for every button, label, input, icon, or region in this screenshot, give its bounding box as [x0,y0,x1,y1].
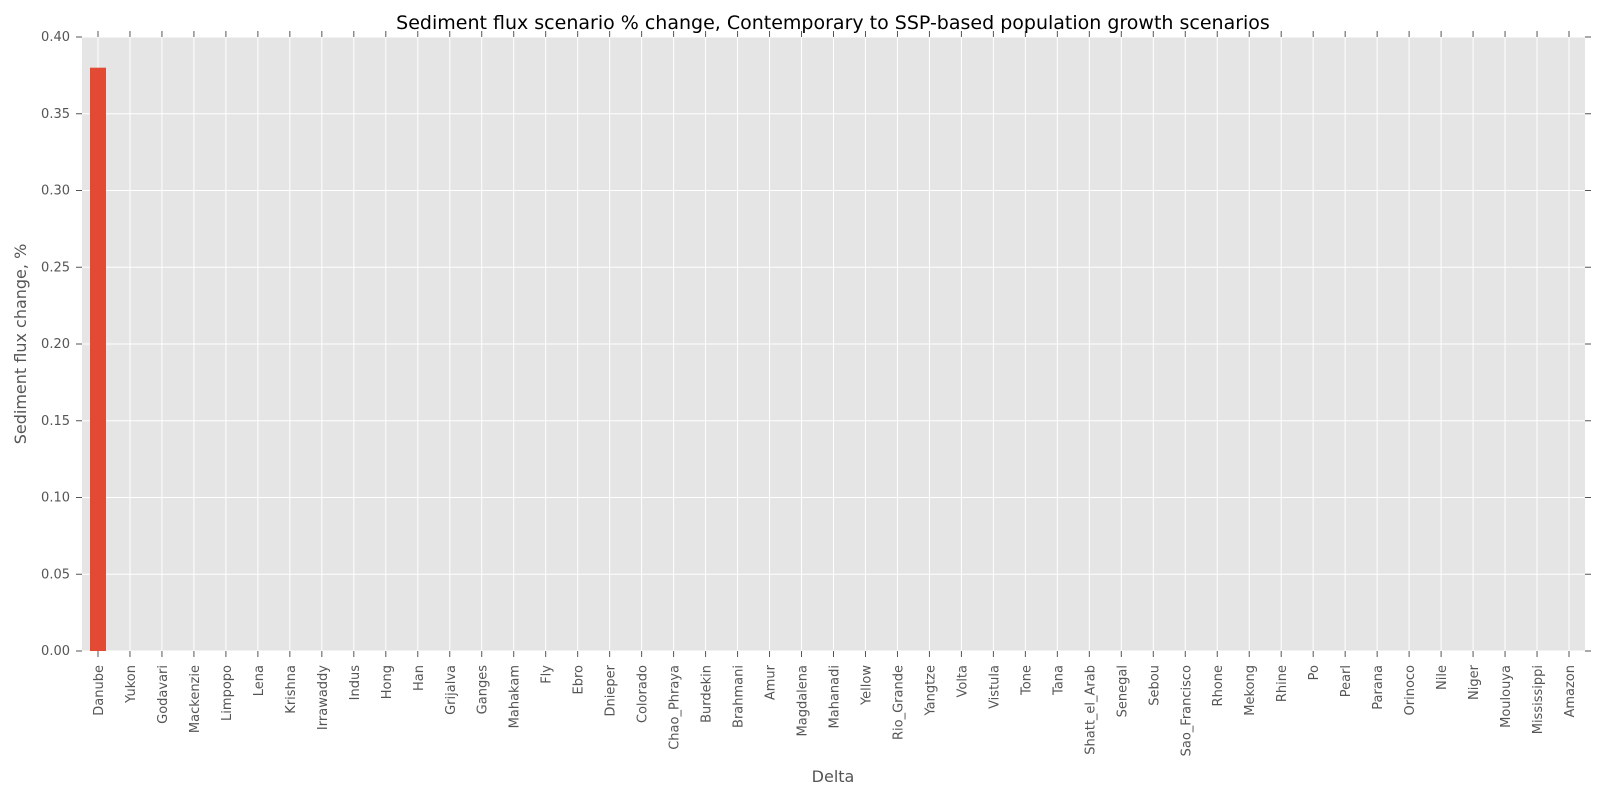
x-tick-label: Po [1307,665,1322,680]
x-tick-label: Mahanadi [828,665,843,728]
y-tick-label: 0.05 [41,567,70,582]
x-tick-label: Sao_Francisco [1179,665,1194,756]
x-tick-label: Yangtze [923,665,938,717]
x-tick-label: Rhone [1211,665,1226,706]
x-tick-label: Mississippi [1531,665,1546,734]
x-tick-label: Orinoco [1403,665,1418,716]
x-tick-label: Sebou [1147,665,1162,706]
x-tick-label: Ebro [572,665,587,695]
x-tick-label: Chao_Phraya [668,665,683,750]
x-tick-label: Yukon [124,665,139,704]
x-tick-label: Nile [1435,665,1450,690]
x-tick-label: Amur [764,664,779,700]
x-tick-label: Dnieper [604,664,619,716]
x-tick-label: Magdalena [796,665,811,736]
x-axis-ticks: Danube Yukon Godavari Mackenzie Limpopo Lena K… [92,31,1578,756]
x-tick-label: Vistula [987,665,1002,709]
x-tick-label: Mahakam [508,665,523,728]
y-tick-label: 0.15 [41,414,70,429]
x-tick-label: Yellow [859,665,874,706]
x-tick-label: Volta [955,665,970,698]
x-tick-label: Parana [1371,665,1386,710]
y-tick-label: 0.35 [41,107,70,122]
x-tick-label: Hong [380,665,395,699]
x-tick-label: Godavari [156,665,171,724]
x-tick-label: Amazon [1563,665,1578,718]
x-axis-label: Delta [812,767,855,786]
x-tick-label: Krishna [284,665,299,714]
x-tick-label: Han [412,665,427,691]
x-tick-label: Burdekin [700,665,715,723]
x-tick-label: Tone [1019,665,1034,696]
x-tick-label: Rio_Grande [891,665,906,740]
x-tick-label: Colorado [636,665,651,723]
x-tick-label: Rhine [1275,665,1290,702]
y-tick-label: 0.10 [41,491,70,506]
y-axis-label: Sediment flux change, % [11,244,30,445]
x-tick-label: Shatt_el_Arab [1083,665,1098,755]
x-tick-label: Limpopo [220,665,235,721]
x-tick-label: Danube [92,665,107,716]
y-tick-label: 0.25 [41,260,70,275]
x-tick-label: Irrawaddy [316,665,331,730]
x-tick-label: Indus [348,665,363,701]
y-tick-label: 0.20 [41,337,70,352]
x-tick-label: Mekong [1243,665,1258,716]
y-tick-label: 0.40 [41,30,70,45]
y-axis-ticks: 0.00 0.05 0.10 0.15 0.20 0.25 0.30 0.35 0.40 [41,30,1591,659]
y-tick-label: 0.30 [41,184,70,199]
bars [89,67,106,651]
x-tick-label: Niger [1467,664,1482,700]
x-tick-label: Grijalva [444,665,459,715]
bar-danube [89,67,106,651]
x-tick-label: Pearl [1339,665,1354,697]
x-tick-label: Ganges [476,665,491,715]
x-tick-label: Moulouya [1499,665,1514,728]
x-tick-label: Tana [1051,665,1066,696]
x-tick-label: Fly [540,665,555,684]
x-tick-label: Lena [252,665,267,696]
x-tick-label: Senegal [1115,665,1130,717]
x-tick-label: Mackenzie [188,665,203,733]
x-tick-label: Brahmani [732,665,747,728]
chart-title: Sediment flux scenario % change, Contemp… [396,12,1270,34]
y-tick-label: 0.00 [41,644,70,659]
